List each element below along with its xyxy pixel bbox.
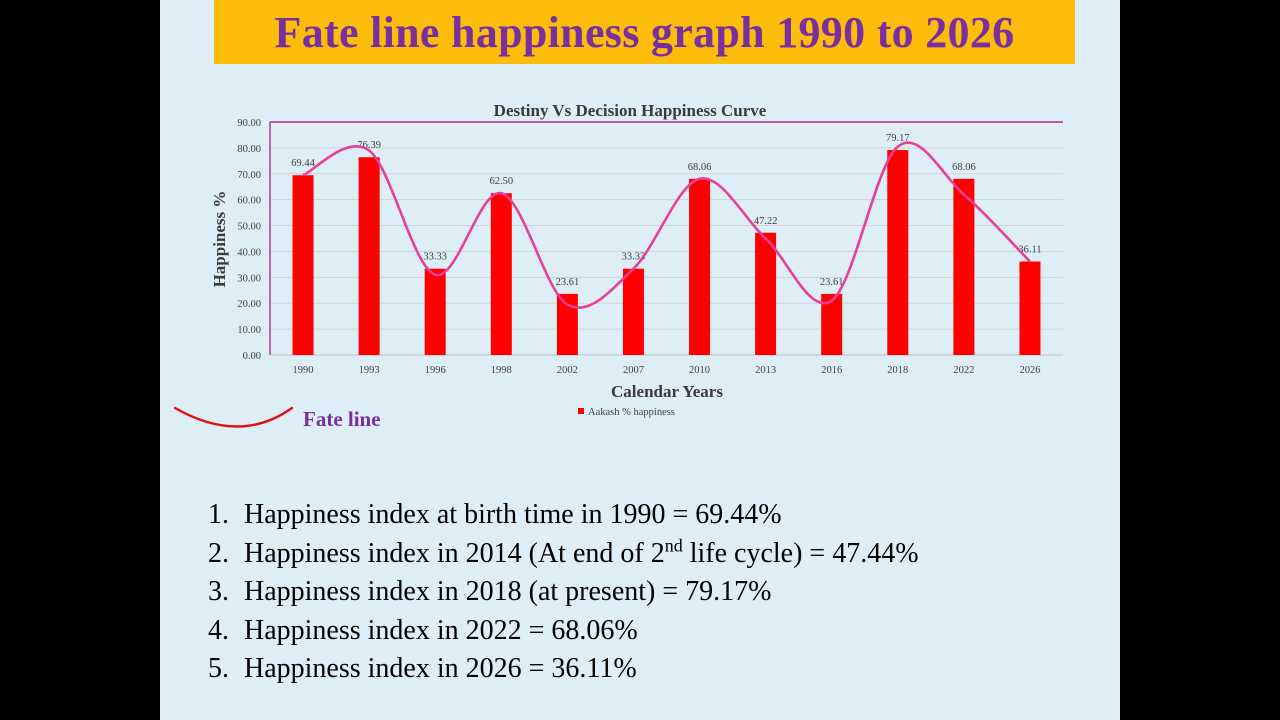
happiness-points-list: 1. Happiness index at birth time in 1990 …	[208, 496, 919, 689]
x-tick-label: 2010	[689, 365, 710, 376]
x-tick-label: 2016	[821, 365, 842, 376]
data-label: 23.61	[556, 277, 580, 288]
legend-swatch	[578, 408, 584, 414]
data-label: 68.06	[952, 162, 976, 173]
list-text: Happiness index at birth time in 1990 = …	[244, 499, 782, 530]
list-number: 3.	[208, 576, 229, 607]
data-label: 62.50	[489, 176, 513, 187]
data-label: 76.39	[357, 140, 381, 151]
list-text: Happiness index in 2022 = 68.06%	[244, 614, 638, 646]
list-number: 2.	[208, 537, 229, 569]
x-tick-label: 2007	[623, 365, 644, 376]
data-label: 68.06	[688, 162, 712, 173]
data-label: 47.22	[754, 216, 778, 227]
x-tick-label: 1996	[425, 365, 446, 376]
list-item: 1. Happiness index at birth time in 1990 …	[208, 496, 919, 535]
bar-1990	[292, 175, 314, 355]
title-banner: Fate line happiness graph 1990 to 2026	[214, 0, 1075, 64]
list-item: 5. Happiness index in 2026 = 36.11%	[208, 650, 919, 689]
data-label: 23.61	[820, 277, 844, 288]
fate-curve	[302, 141, 1031, 309]
data-label: 36.11	[1018, 245, 1041, 256]
fate-line-label: Fate line	[303, 407, 381, 431]
x-tick-label: 1993	[359, 365, 380, 376]
x-tick-label: 1990	[293, 365, 314, 376]
y-tick-label: 40.00	[237, 247, 261, 258]
list-text: Happiness index in 2014 (At end of 2	[244, 537, 665, 569]
legend-label: Aakash % happiness	[588, 407, 675, 418]
bar-2007	[622, 268, 644, 355]
x-tick-label: 2022	[953, 365, 974, 376]
list-item: 2. Happiness index in 2014 (At end of 2nd…	[208, 535, 919, 574]
x-tick-label: 2013	[755, 365, 776, 376]
bar-1998	[490, 193, 512, 355]
data-label: 33.33	[423, 252, 447, 263]
y-tick-label: 60.00	[237, 196, 261, 207]
bar-2010	[689, 178, 711, 355]
bar-2018	[887, 150, 909, 355]
y-tick-label: 20.00	[237, 299, 261, 310]
x-tick-label: 2026	[1019, 365, 1040, 376]
x-axis-title: Calendar Years	[611, 382, 723, 401]
list-number: 5.	[208, 653, 229, 684]
list-item: 4. Happiness index in 2022 = 68.06%	[208, 612, 919, 651]
list-text: Happiness index in 2018 (at present) = 7…	[244, 576, 772, 607]
list-number: 1.	[208, 499, 229, 530]
y-tick-label: 80.00	[237, 144, 261, 155]
x-tick-label: 2002	[557, 365, 578, 376]
bar-2022	[953, 178, 975, 355]
bar-2016	[821, 293, 843, 355]
bar-2026	[1019, 261, 1041, 355]
slide-title: Fate line happiness graph 1990 to 2026	[274, 7, 1015, 57]
list-text: Happiness index in 2026 = 36.11%	[244, 653, 637, 684]
bar-1996	[424, 268, 446, 355]
y-axis-title: Happiness %	[210, 191, 229, 288]
fate-line-sketch	[173, 406, 294, 428]
list-number: 4.	[208, 614, 229, 646]
list-item: 3. Happiness index in 2018 (at present) =…	[208, 573, 919, 612]
slide: Fate line happiness graph 1990 to 2026 D…	[160, 0, 1120, 720]
data-label: 79.17	[886, 133, 910, 144]
list-text: life cycle) = 47.44%	[682, 537, 919, 569]
x-tick-label: 2018	[887, 365, 908, 376]
y-tick-label: 90.00	[237, 118, 261, 129]
chart-title: Destiny Vs Decision Happiness Curve	[494, 101, 767, 120]
bar-2002	[556, 293, 578, 355]
happiness-chart: Destiny Vs Decision Happiness Curve 0.00 1…	[173, 101, 1063, 428]
y-tick-label: 30.00	[237, 273, 261, 284]
bar-1993	[358, 157, 380, 355]
list-superscript: nd	[664, 535, 683, 556]
y-tick-label: 50.00	[237, 222, 261, 233]
bar-2013	[755, 232, 777, 355]
y-tick-label: 10.00	[237, 325, 261, 336]
y-tick-label: 0.00	[243, 351, 261, 362]
data-label: 69.44	[291, 158, 315, 169]
data-label: 33.33	[622, 252, 646, 263]
x-tick-label: 1998	[491, 365, 512, 376]
y-tick-label: 70.00	[237, 170, 261, 181]
